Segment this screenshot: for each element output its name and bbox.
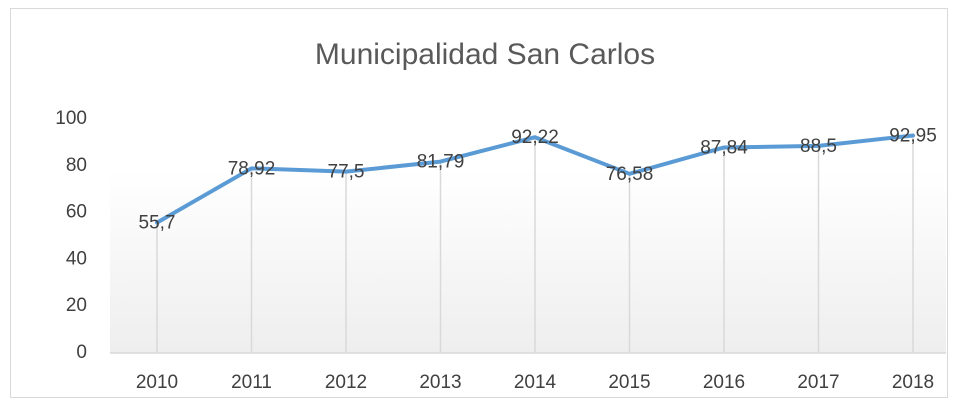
data-label: 87,84 (700, 137, 748, 158)
y-tick-label: 80 (66, 155, 87, 176)
data-label: 81,79 (417, 152, 465, 173)
y-tick-label: 60 (66, 202, 87, 223)
y-tick-label: 0 (76, 342, 87, 363)
x-tick-label: 2016 (703, 372, 745, 393)
x-tick-label: 2012 (325, 372, 367, 393)
data-label: 55,7 (139, 213, 176, 234)
data-label: 88,5 (800, 136, 837, 157)
data-label: 92,95 (889, 126, 937, 147)
plot-background (110, 170, 946, 353)
data-label: 76,58 (606, 164, 654, 185)
chart-title: Municipalidad San Carlos (315, 38, 655, 71)
data-label: 92,22 (511, 127, 559, 148)
x-tick-label: 2014 (514, 372, 557, 393)
x-tick-label: 2018 (892, 372, 934, 393)
y-tick-label: 20 (66, 295, 87, 316)
x-tick-label: 2017 (797, 372, 839, 393)
x-tick-label: 2015 (608, 372, 650, 393)
data-label: 78,92 (228, 158, 276, 179)
series-line (155, 133, 915, 225)
x-tick-label: 2011 (231, 372, 272, 393)
data-label: 77,5 (328, 162, 365, 183)
x-tick-label: 2013 (419, 372, 461, 393)
y-tick-label: 100 (55, 108, 87, 129)
x-tick-label: 2010 (136, 372, 178, 393)
y-tick-label: 40 (66, 248, 87, 269)
